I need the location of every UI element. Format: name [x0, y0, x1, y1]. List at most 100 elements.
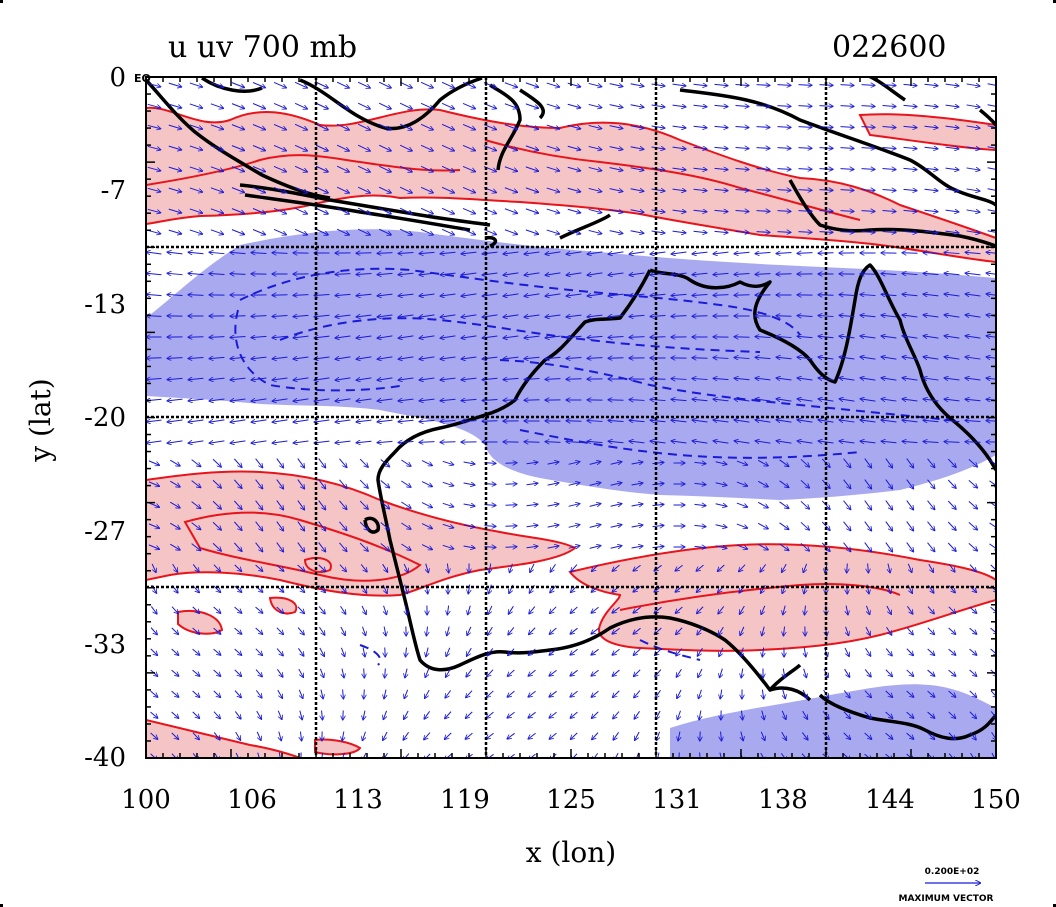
wind-vector — [336, 399, 351, 401]
wind-vector — [861, 106, 875, 107]
equator-label: EQ — [134, 72, 151, 85]
wind-vector — [231, 145, 244, 151]
y-tick-label: -40 — [84, 743, 126, 773]
wind-vector — [588, 421, 603, 422]
wind-vector — [693, 126, 707, 127]
wind-vector — [231, 187, 244, 193]
wind-vector — [861, 85, 875, 86]
x-tick-label: 106 — [227, 785, 277, 815]
y-tick-label: 0 — [109, 63, 126, 93]
wind-vector — [233, 521, 241, 530]
wind-vector — [399, 144, 412, 151]
wind-vector — [255, 564, 263, 571]
wind-vector — [903, 441, 918, 442]
x-tick-label: 119 — [440, 785, 490, 815]
wind-vector — [903, 126, 917, 127]
wind-vector — [210, 187, 223, 192]
wind-vector — [525, 124, 538, 129]
wind-vector — [210, 378, 225, 380]
wind-vector — [756, 420, 771, 422]
wind-vector — [382, 563, 388, 572]
wind-vector — [252, 316, 267, 317]
wind-vector — [336, 274, 351, 275]
wind-vector — [651, 210, 665, 212]
wind-vector — [672, 379, 687, 380]
wind-vector — [505, 505, 517, 506]
wind-vector — [610, 483, 622, 485]
wind-vector — [903, 210, 917, 211]
wind-vector — [170, 522, 179, 529]
wind-vector — [861, 399, 876, 401]
wind-vector — [170, 501, 179, 508]
wind-vector — [819, 211, 833, 212]
wind-vector — [546, 442, 561, 443]
wind-vector — [735, 441, 750, 443]
wind-vector — [336, 207, 349, 214]
wind-vector — [987, 252, 996, 254]
wind-vector — [693, 84, 707, 85]
wind-vector — [505, 547, 517, 548]
wind-vector — [318, 585, 325, 593]
wind-vector — [148, 523, 159, 528]
wind-vector — [147, 273, 162, 275]
wind-vector — [714, 378, 729, 379]
wind-vector — [380, 480, 389, 487]
wind-vector — [294, 207, 307, 213]
wind-vector — [336, 441, 351, 443]
wind-vector — [800, 479, 809, 487]
wind-vector — [294, 228, 307, 234]
wind-vector — [861, 148, 875, 149]
wind-vector — [609, 252, 624, 254]
wind-vector — [672, 441, 687, 443]
wind-vector — [924, 315, 939, 317]
wind-vector — [672, 294, 687, 295]
wind-vector — [987, 147, 996, 149]
wind-vector — [378, 144, 391, 151]
wind-vector — [672, 420, 687, 422]
wind-vector — [798, 211, 812, 212]
wind-vector — [861, 294, 876, 295]
wind-vector — [968, 542, 977, 550]
wind-vector — [761, 584, 766, 593]
wind-vector — [840, 232, 854, 233]
wind-vector — [550, 585, 557, 593]
wind-vector — [840, 357, 855, 359]
wind-vector — [442, 523, 453, 527]
wind-vector — [714, 168, 728, 169]
wind-vector — [357, 441, 372, 442]
wind-vector — [987, 336, 996, 338]
wind-vector — [212, 500, 221, 509]
wind-vector — [798, 85, 812, 86]
wind-vector — [847, 563, 848, 573]
wind-vector — [399, 228, 412, 235]
wind-vector — [800, 500, 809, 508]
wind-vector — [966, 105, 980, 107]
wind-vector — [798, 232, 812, 233]
legend-magnitude: 0.200E+02 — [925, 867, 980, 877]
wind-vector — [210, 208, 223, 213]
wind-vector — [777, 127, 791, 128]
wind-vector — [488, 605, 493, 614]
wind-vector — [969, 606, 977, 613]
wind-vector — [276, 458, 283, 468]
wind-vector — [777, 336, 792, 337]
wind-vector — [633, 564, 641, 571]
wind-vector — [609, 273, 624, 275]
wind-vector — [882, 357, 897, 359]
wind-vector — [843, 479, 851, 489]
wind-vector — [233, 542, 241, 551]
wind-vector — [903, 420, 918, 422]
wind-vector — [483, 315, 498, 317]
wind-vector — [651, 147, 665, 149]
wind-vector — [189, 252, 204, 254]
wind-vector — [276, 606, 284, 613]
wind-vector — [147, 82, 161, 86]
wind-vector — [630, 210, 644, 212]
wind-vector — [252, 145, 265, 151]
wind-vector — [294, 441, 309, 443]
wind-vector — [462, 123, 475, 129]
wind-vector — [630, 168, 644, 170]
wind-vector — [613, 564, 620, 571]
wind-vector — [798, 253, 813, 254]
wind-vector — [442, 460, 453, 464]
